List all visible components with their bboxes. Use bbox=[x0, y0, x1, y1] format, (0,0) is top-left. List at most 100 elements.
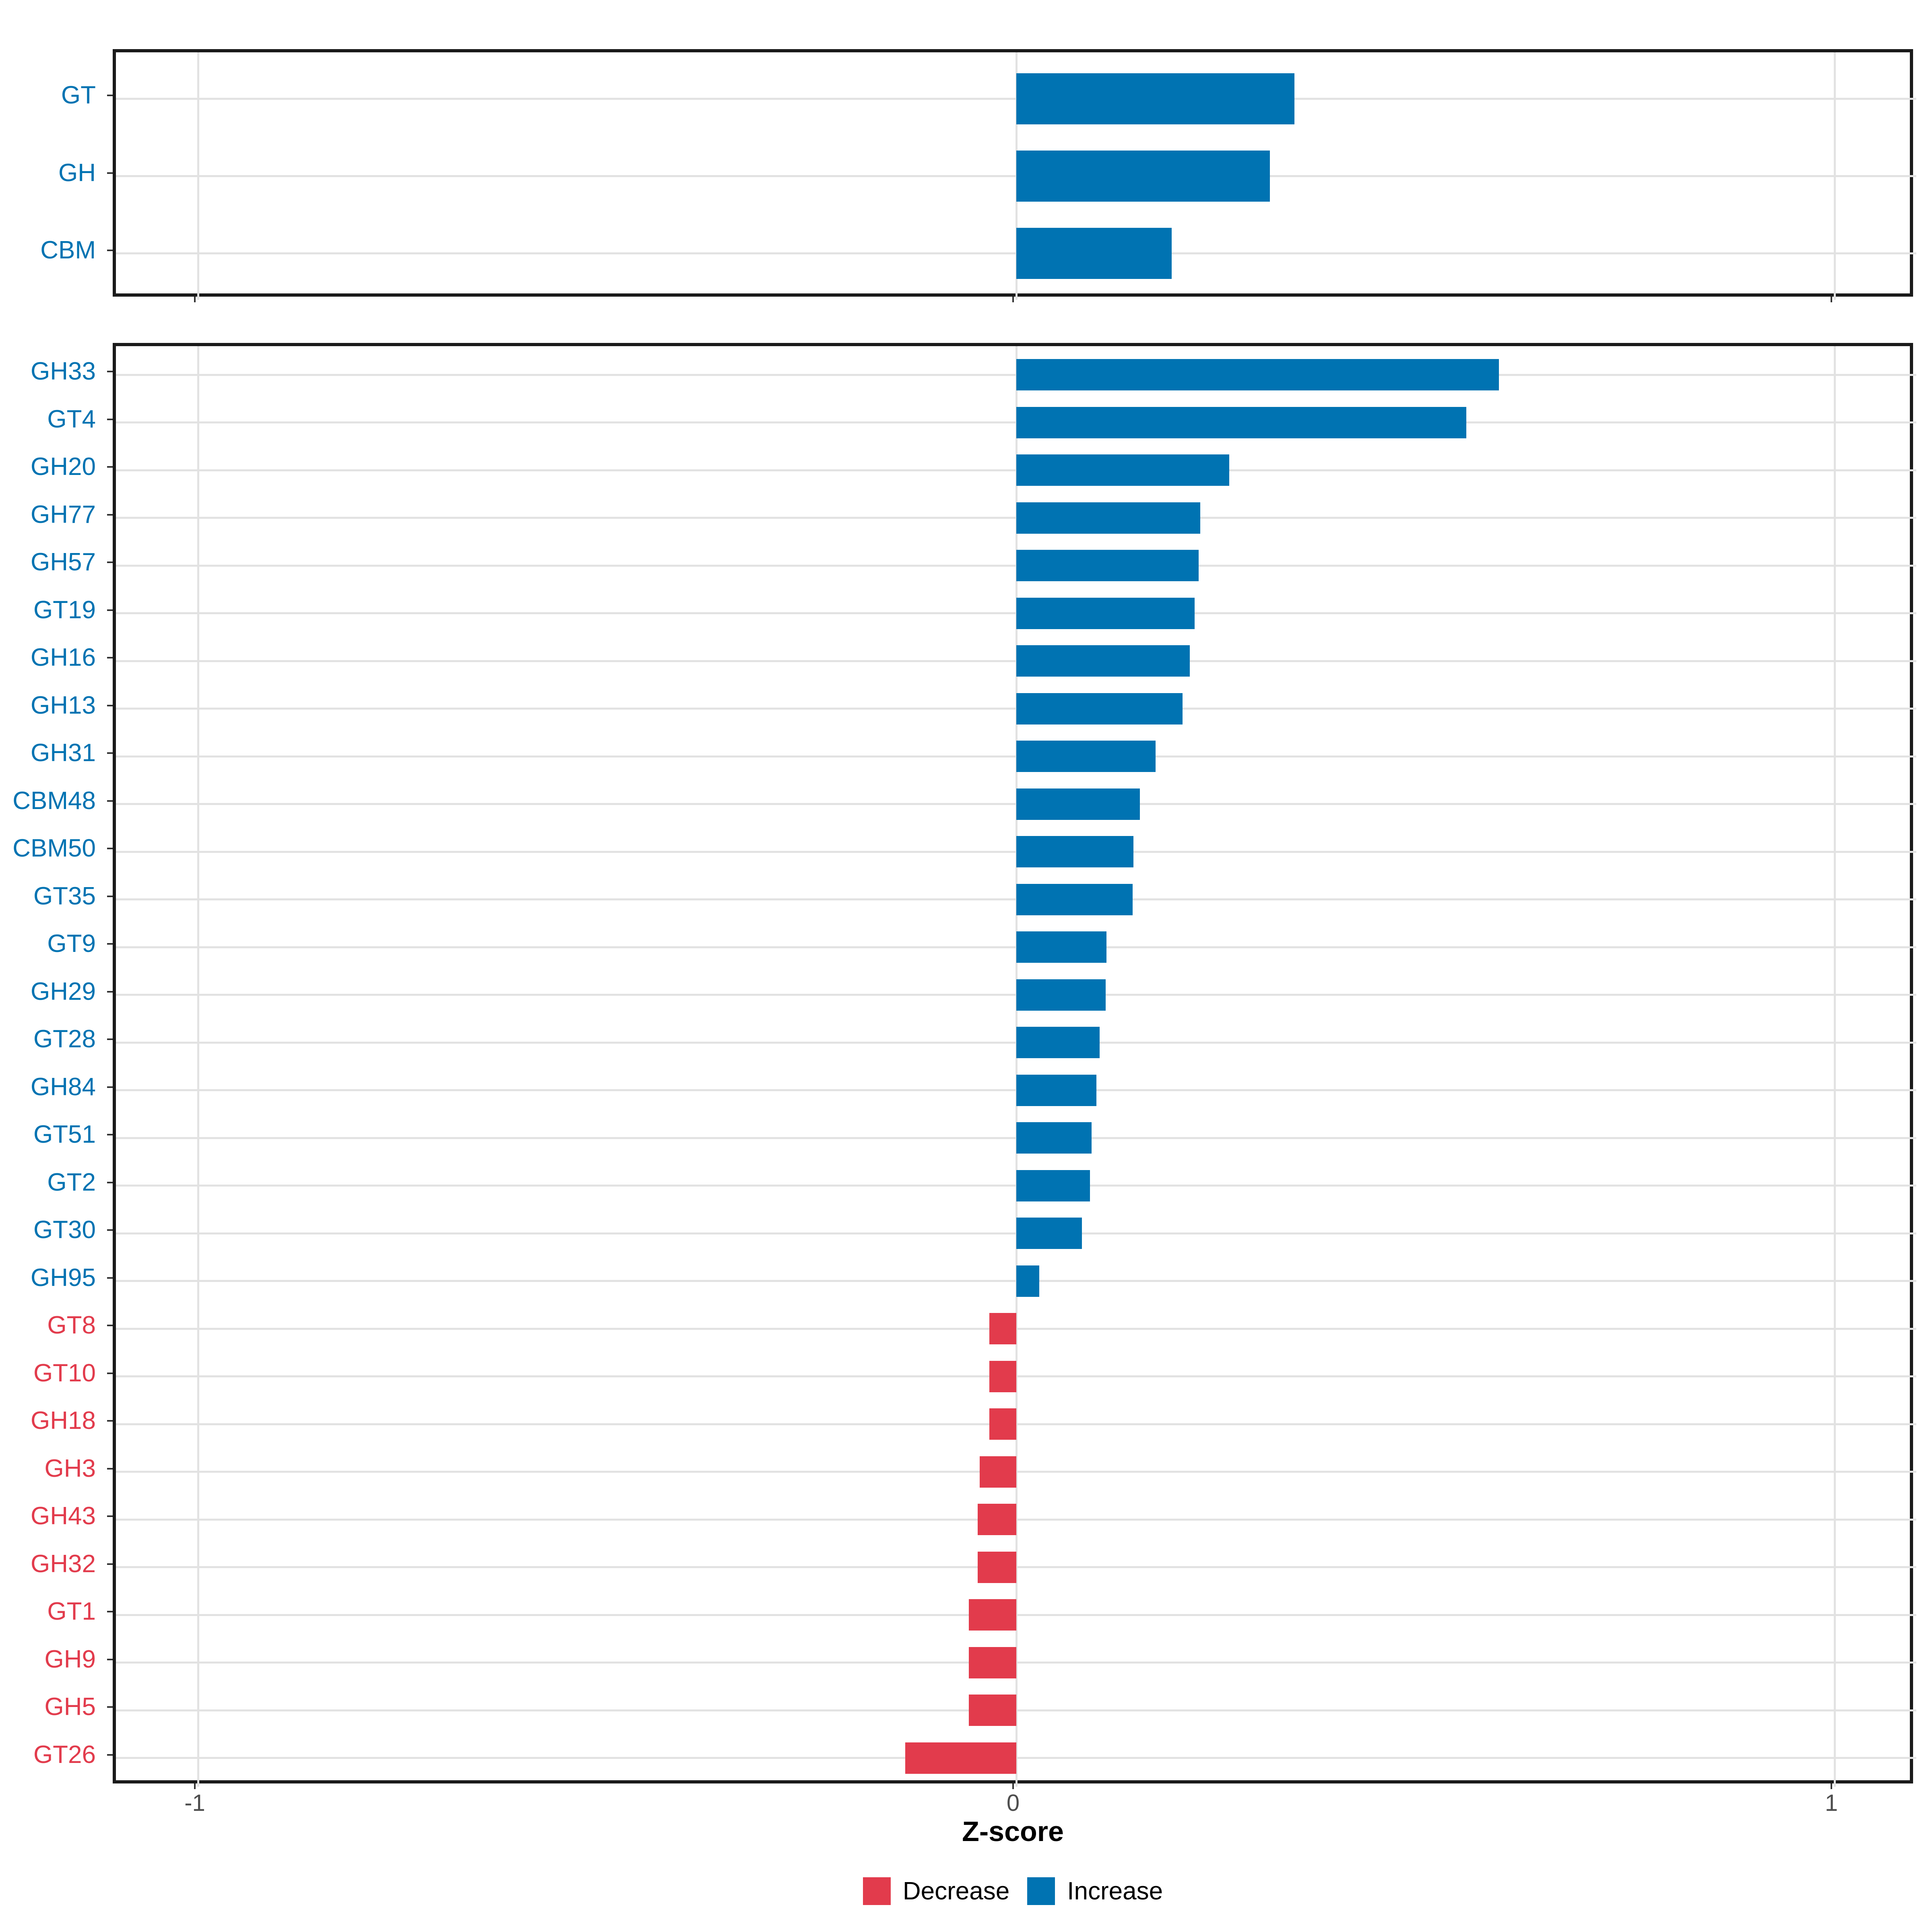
y-axis-label-GT2: GT2 bbox=[47, 1168, 96, 1196]
x-axis-title: Z-score bbox=[962, 1816, 1064, 1847]
x-tick--1 bbox=[194, 297, 196, 302]
y-axis-label-GH9: GH9 bbox=[44, 1645, 96, 1673]
y-axis-label-GT10: GT10 bbox=[33, 1359, 96, 1387]
legend-label-decrease: Decrease bbox=[902, 1877, 1010, 1905]
row-gridline-GH bbox=[116, 175, 1916, 177]
y-axis-label-GH3: GH3 bbox=[44, 1454, 96, 1482]
y-tick-GH84 bbox=[107, 1086, 113, 1088]
panel-families bbox=[113, 343, 1916, 1787]
bar-GT1 bbox=[969, 1599, 1016, 1631]
row-gridline-CBM50 bbox=[116, 850, 1916, 853]
y-tick-GH29 bbox=[107, 991, 113, 993]
y-tick-GH3 bbox=[107, 1468, 113, 1470]
y-axis-label-GT30: GT30 bbox=[33, 1216, 96, 1244]
y-tick-GT9 bbox=[107, 943, 113, 945]
y-axis-label-CBM50: CBM50 bbox=[12, 834, 96, 863]
y-axis-label-GH95: GH95 bbox=[31, 1263, 96, 1292]
decrease-swatch bbox=[863, 1877, 891, 1905]
y-tick-GT1 bbox=[107, 1611, 113, 1613]
y-tick-GT19 bbox=[107, 609, 113, 611]
bar-GH77 bbox=[1016, 502, 1201, 534]
bar-GT8 bbox=[989, 1313, 1016, 1345]
row-gridline-GH20 bbox=[116, 469, 1916, 471]
bar-GH84 bbox=[1016, 1074, 1097, 1106]
y-axis-label-GH16: GH16 bbox=[31, 644, 96, 672]
bar-CBM bbox=[1016, 228, 1172, 279]
y-tick-GT30 bbox=[107, 1229, 113, 1231]
bar-GT30 bbox=[1016, 1218, 1082, 1249]
bar-CBM50 bbox=[1016, 836, 1133, 868]
bar-GH43 bbox=[978, 1504, 1016, 1536]
y-tick-GT51 bbox=[107, 1134, 113, 1136]
y-axis-label-GH18: GH18 bbox=[31, 1407, 96, 1435]
y-tick-GH43 bbox=[107, 1515, 113, 1517]
x-tick-label-0: 0 bbox=[1006, 1790, 1020, 1816]
y-tick-CBM bbox=[107, 249, 113, 251]
y-tick-GH20 bbox=[107, 466, 113, 468]
row-gridline-GT2 bbox=[116, 1185, 1916, 1187]
y-tick-GH5 bbox=[107, 1706, 113, 1708]
row-gridline-GH16 bbox=[116, 660, 1916, 662]
bar-GH95 bbox=[1016, 1265, 1039, 1297]
vertical-gridline-0 bbox=[1015, 346, 1018, 1787]
row-gridline-GT19 bbox=[116, 612, 1916, 615]
y-axis-label-GH5: GH5 bbox=[44, 1693, 96, 1721]
legend-item-increase: Increase bbox=[1027, 1877, 1163, 1905]
y-tick-GT35 bbox=[107, 895, 113, 897]
bar-GH31 bbox=[1016, 741, 1156, 772]
y-tick-GH9 bbox=[107, 1658, 113, 1660]
row-gridline-GH57 bbox=[116, 564, 1916, 567]
y-tick-GH13 bbox=[107, 704, 113, 706]
row-gridline-GH31 bbox=[116, 755, 1916, 758]
y-tick-GT8 bbox=[107, 1325, 113, 1327]
bar-GH bbox=[1016, 151, 1270, 202]
x-tick-1 bbox=[1831, 1783, 1832, 1789]
y-axis-label-GH20: GH20 bbox=[31, 453, 96, 481]
y-tick-GT bbox=[107, 95, 113, 97]
row-gridline-GT9 bbox=[116, 946, 1916, 948]
legend-item-decrease: Decrease bbox=[863, 1877, 1009, 1905]
bar-GH13 bbox=[1016, 693, 1183, 724]
bar-GT26 bbox=[905, 1742, 1016, 1774]
bar-GH33 bbox=[1016, 359, 1499, 391]
bar-GT4 bbox=[1016, 407, 1467, 438]
y-axis-label-GH31: GH31 bbox=[31, 739, 96, 767]
row-gridline-GT51 bbox=[116, 1137, 1916, 1139]
row-gridline-GH77 bbox=[116, 517, 1916, 519]
y-tick-GT4 bbox=[107, 418, 113, 420]
y-tick-GH31 bbox=[107, 752, 113, 754]
y-axis-label-GT28: GT28 bbox=[33, 1025, 96, 1053]
bar-GT28 bbox=[1016, 1027, 1100, 1059]
y-tick-GH16 bbox=[107, 657, 113, 659]
y-axis-label-CBM: CBM bbox=[40, 236, 96, 264]
y-tick-GH18 bbox=[107, 1420, 113, 1422]
x-tick-0 bbox=[1012, 1783, 1014, 1789]
row-gridline-GT35 bbox=[116, 898, 1916, 901]
y-axis-label-GH33: GH33 bbox=[31, 357, 96, 386]
y-tick-CBM50 bbox=[107, 848, 113, 850]
y-axis-label-GT26: GT26 bbox=[33, 1740, 96, 1769]
y-tick-GH32 bbox=[107, 1563, 113, 1565]
vertical-gridline--1 bbox=[197, 346, 199, 1787]
bar-GH57 bbox=[1016, 550, 1199, 582]
bar-GH3 bbox=[979, 1456, 1016, 1488]
panel-summary bbox=[113, 49, 1916, 300]
bar-GT9 bbox=[1016, 931, 1106, 963]
row-gridline-CBM48 bbox=[116, 803, 1916, 805]
row-gridline-GT28 bbox=[116, 1041, 1916, 1044]
x-tick-label--1: -1 bbox=[184, 1790, 205, 1816]
bar-GH18 bbox=[989, 1408, 1016, 1440]
y-tick-GH77 bbox=[107, 514, 113, 516]
y-tick-GT10 bbox=[107, 1372, 113, 1374]
row-gridline-GT bbox=[116, 97, 1916, 100]
y-axis-label-GH29: GH29 bbox=[31, 977, 96, 1005]
y-tick-GH bbox=[107, 172, 113, 174]
bar-CBM48 bbox=[1016, 788, 1140, 820]
bar-GH32 bbox=[978, 1551, 1016, 1583]
y-tick-GT26 bbox=[107, 1754, 113, 1756]
vertical-gridline-1 bbox=[1833, 346, 1836, 1787]
y-axis-label-GT51: GT51 bbox=[33, 1121, 96, 1149]
row-gridline-GT4 bbox=[116, 421, 1916, 424]
y-axis-label-GH57: GH57 bbox=[31, 548, 96, 576]
